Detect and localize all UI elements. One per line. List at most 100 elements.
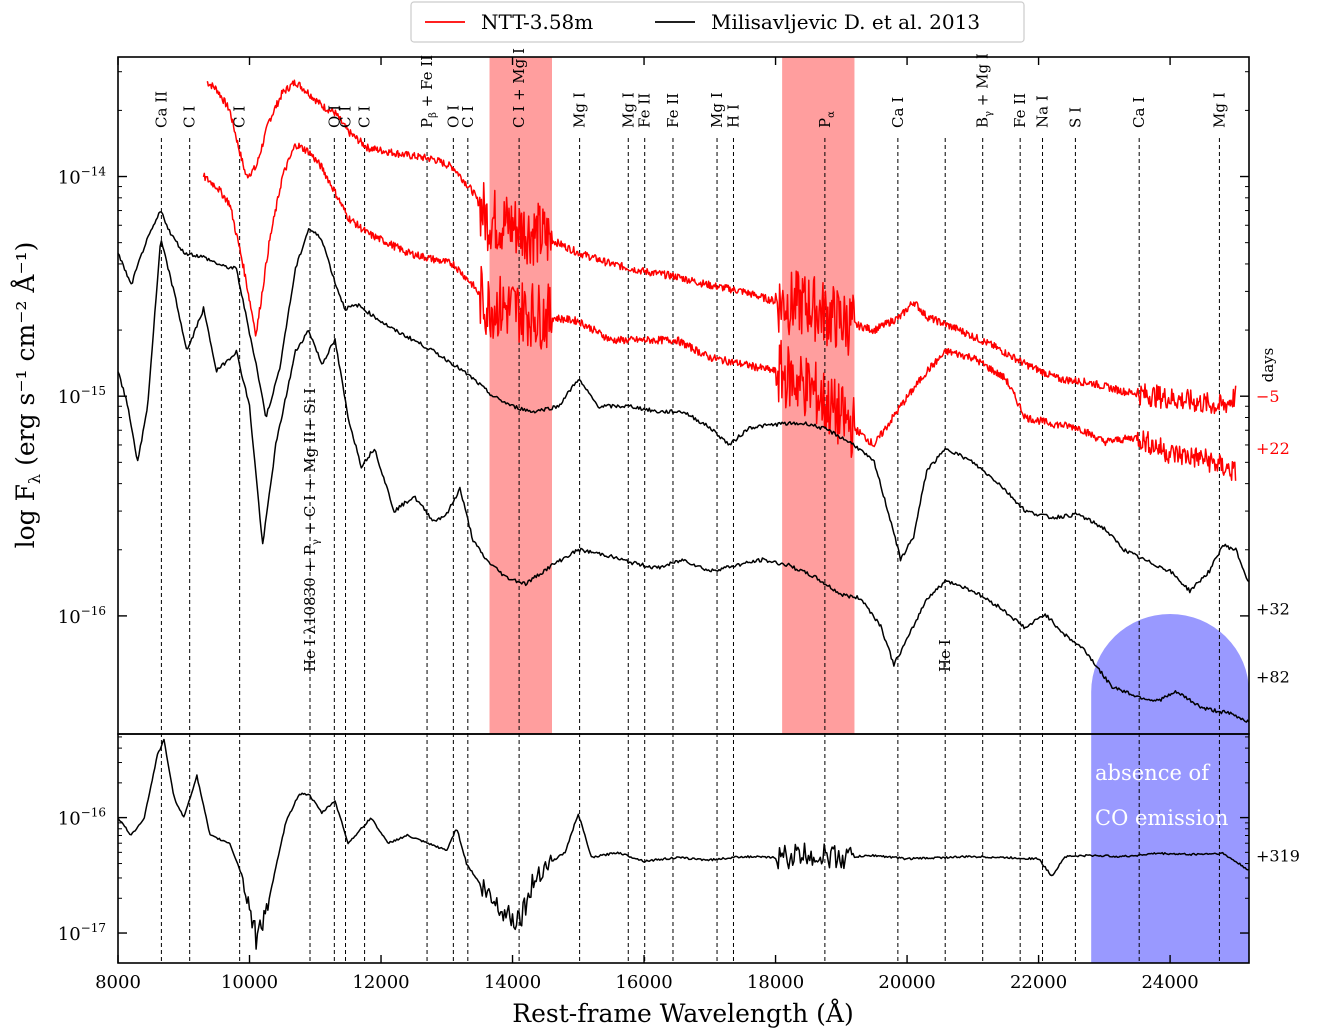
line-id-label-main: Fe II xyxy=(664,93,682,128)
line-id-label-main: Fe II xyxy=(1011,93,1029,128)
line-id-label-24: Ca I xyxy=(1130,97,1148,128)
y-axis-label-base: log F xyxy=(11,484,40,548)
line-id-label-main: He I xyxy=(936,639,954,672)
line-id-label-main: C I xyxy=(356,106,374,128)
line-id-label-15: Mg I xyxy=(708,92,726,128)
series-line-3 xyxy=(117,240,1250,723)
line-id-label-main: H I xyxy=(724,104,742,128)
line-id-label-main: C I xyxy=(231,106,249,128)
line-id-label-after: + Mg I xyxy=(974,53,992,111)
x-tick-label: 18000 xyxy=(747,972,804,993)
line-id-label-sub: β xyxy=(428,112,439,118)
series-line-4 xyxy=(117,738,1250,950)
co-region-shape xyxy=(1091,614,1249,963)
line-id-label-main: Fe II xyxy=(636,93,654,128)
line-id-label-9: C I xyxy=(459,106,477,128)
line-id-label-8: O I xyxy=(444,105,462,128)
series-line-0 xyxy=(206,79,1237,415)
epoch-label-2: +32 xyxy=(1256,600,1290,619)
co-label-line2: CO emission xyxy=(1095,806,1228,830)
x-tick-label: 16000 xyxy=(615,972,672,993)
line-id-label-main: Mg I xyxy=(571,92,589,128)
line-id-label-22: Na I xyxy=(1034,95,1052,128)
line-id-label-10: C I + Mg I xyxy=(510,48,528,128)
y-tick-base: 10 xyxy=(58,168,81,189)
line-id-label-20: Bγ + Mg I xyxy=(974,53,995,128)
line-id-label-12: Mg I xyxy=(619,92,637,128)
y-tick-exponent: −17 xyxy=(81,921,106,935)
line-id-label-main: Ca II xyxy=(152,91,170,128)
y-tick-base: 10 xyxy=(58,924,81,945)
y-tick-exponent: −16 xyxy=(81,604,106,618)
x-tick-label: 22000 xyxy=(1010,972,1067,993)
legend: NTT-3.58m Milisavljevic D. et al. 2013 xyxy=(410,1,1025,43)
epoch-label-4: +319 xyxy=(1256,846,1300,865)
line-id-label-main: S I xyxy=(1066,107,1084,128)
y-axis-label: log Fλ (erg s⁻¹ cm⁻² Å⁻¹) xyxy=(10,242,44,549)
y-tick-base: 10 xyxy=(58,607,81,628)
epoch-label-3: +82 xyxy=(1256,667,1290,686)
line-id-label-sub: γ xyxy=(311,539,322,545)
x-axis-label: Rest-frame Wavelength (Å) xyxy=(512,998,853,1028)
line-id-label-sub: γ xyxy=(984,111,995,117)
legend-box xyxy=(410,1,1025,43)
line-id-label-25: Mg I xyxy=(1210,92,1228,128)
top-y-tick-label: 10−14 xyxy=(58,165,107,189)
y-tick-exponent: −16 xyxy=(81,806,106,820)
line-id-label-5: C I xyxy=(337,106,355,128)
shaded-band-0 xyxy=(489,57,552,734)
co-label-line1: absence of xyxy=(1095,761,1211,785)
line-id-label-16: H I xyxy=(724,104,742,128)
series-line-1 xyxy=(202,142,1237,481)
line-id-label-7: Pβ + Fe II xyxy=(418,55,439,128)
line-id-label-after: + C I + Mg II+ Si I xyxy=(301,388,319,539)
y-axis-label-unit: (erg s⁻¹ cm⁻² Å⁻¹) xyxy=(10,242,40,466)
x-tick-label: 12000 xyxy=(352,972,409,993)
line-id-label-2: C I xyxy=(231,106,249,128)
epoch-labels: days −5 +22 +32 +82 +319 xyxy=(1256,348,1300,866)
line-id-label-main: Mg I xyxy=(619,92,637,128)
co-label: absence of CO emission xyxy=(1095,761,1228,830)
co-region-layer xyxy=(1091,614,1249,963)
line-id-label-11: Mg I xyxy=(571,92,589,128)
y-axis-label-sub: λ xyxy=(25,474,44,484)
line-id-label-21: Fe II xyxy=(1011,93,1029,128)
bottom-panel-frame xyxy=(117,733,1250,964)
line-id-label-19: He I xyxy=(936,639,954,672)
line-id-label-main: Ca I xyxy=(889,97,907,128)
legend-label-ntt: NTT-3.58m xyxy=(481,10,593,34)
line-id-label-main: P xyxy=(816,118,834,128)
line-id-label-main: Mg I xyxy=(708,92,726,128)
line-id-label-main: C I xyxy=(459,106,477,128)
line-id-label-18: Ca I xyxy=(889,97,907,128)
x-tick-label: 8000 xyxy=(95,972,141,993)
line-id-label-1: C I xyxy=(181,106,199,128)
line-id-label-23: S I xyxy=(1066,107,1084,128)
line-id-label-main: O I xyxy=(325,105,343,128)
line-id-label-main: C I xyxy=(181,106,199,128)
line-id-label-sub: α xyxy=(826,111,837,118)
days-label: days xyxy=(1259,348,1277,383)
series-line-2 xyxy=(117,211,1250,594)
x-tick-label: 10000 xyxy=(221,972,278,993)
line-id-label-14: Fe II xyxy=(664,93,682,128)
line-id-label-main: O I xyxy=(444,105,462,128)
line-id-label-13: Fe II xyxy=(636,93,654,128)
line-id-label-main: B xyxy=(974,117,992,128)
spectra-layer xyxy=(117,79,1250,950)
axes-frame xyxy=(117,56,1250,964)
axis-titles: Rest-frame Wavelength (Å) log Fλ (erg s⁻¹… xyxy=(10,242,854,1028)
top-y-tick-label: 10−16 xyxy=(58,604,106,628)
line-id-label-main: Ca I xyxy=(1130,97,1148,128)
y-tick-exponent: −15 xyxy=(81,384,106,398)
epoch-label-0: −5 xyxy=(1256,387,1280,406)
line-id-label-main: He I λ10830 + P xyxy=(301,545,319,672)
top-y-tick-label: 10−15 xyxy=(58,384,106,408)
line-id-label-0: Ca II xyxy=(152,91,170,128)
bottom-y-tick-label: 10−17 xyxy=(58,921,106,945)
legend-label-milisavljevic: Milisavljevic D. et al. 2013 xyxy=(711,10,980,34)
x-tick-label: 14000 xyxy=(484,972,541,993)
line-id-label-main: C I + Mg I xyxy=(510,48,528,128)
